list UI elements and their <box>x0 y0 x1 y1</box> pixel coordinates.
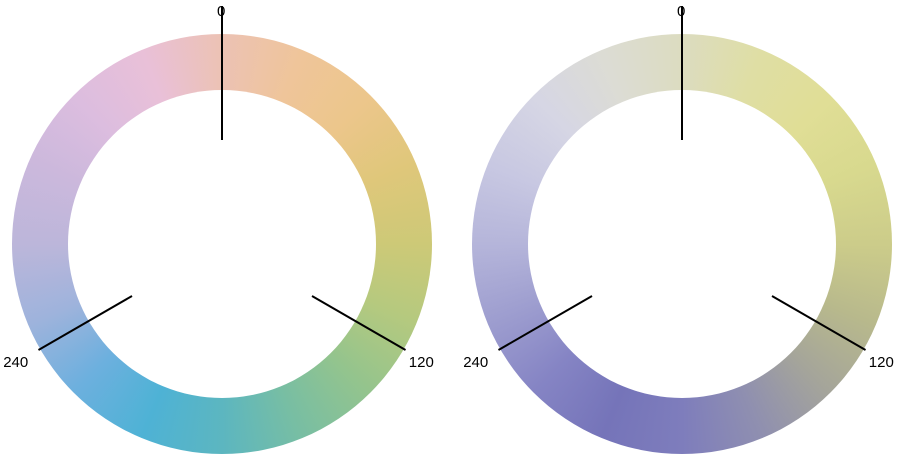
ring-center <box>528 90 836 398</box>
tick-label-120: 120 <box>408 354 434 371</box>
tick-label-240: 240 <box>463 354 489 371</box>
tick-label-0: 0 <box>217 3 226 20</box>
tick-label-0: 0 <box>677 3 686 20</box>
ring-center <box>68 90 376 398</box>
tick-label-240: 240 <box>3 354 29 371</box>
hue-wheel-left: 0 120 240 <box>0 0 450 462</box>
tick-label-120: 120 <box>868 354 894 371</box>
tick-0 <box>681 6 683 140</box>
hue-wheel-right: 0 120 240 <box>460 0 909 462</box>
tick-0 <box>221 6 223 140</box>
